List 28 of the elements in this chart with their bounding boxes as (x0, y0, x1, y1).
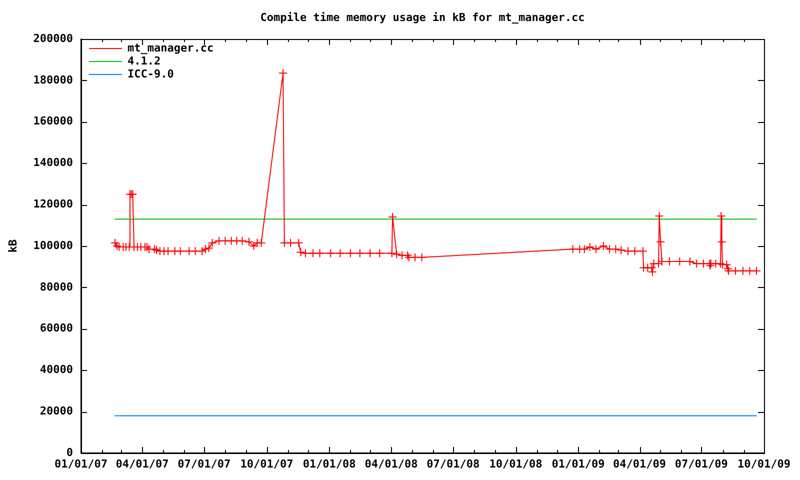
x-tick-label: 10/01/09 (738, 457, 790, 470)
x-tick-label: 07/01/09 (674, 457, 728, 470)
x-tick-label: 07/01/08 (426, 457, 480, 470)
x-tick-label: 04/01/07 (116, 457, 169, 470)
x-tick-label: 10/01/08 (489, 457, 542, 470)
x-tick-label: 07/01/07 (178, 457, 231, 470)
y-tick-label: 200000 (33, 32, 73, 45)
y-tick-label: 120000 (33, 197, 73, 210)
y-tick-label: 40000 (40, 363, 73, 376)
y-tick-label: 140000 (33, 156, 73, 170)
y-tick-label: 20000 (40, 404, 73, 418)
y-tick-label: 0 (66, 446, 73, 459)
y-tick-label: 60000 (40, 322, 73, 335)
y-tick-label: 180000 (33, 73, 73, 86)
x-tick-label: 04/01/08 (364, 457, 418, 470)
y-tick-label: 160000 (33, 114, 73, 128)
x-tick-label: 01/01/07 (54, 457, 108, 470)
legend-label: 4.1.2 (128, 54, 161, 68)
chart-title: Compile time memory usage in kB for mt_manager.cc (260, 10, 585, 24)
legend-label: mt_manager.cc (128, 41, 214, 54)
y-tick-label: 100000 (33, 238, 73, 252)
y-tick-label: 80000 (40, 280, 73, 294)
legend-label: ICC-9.0 (128, 67, 174, 80)
y-axis-title: kB (6, 239, 20, 253)
x-tick-label: 10/01/07 (240, 457, 294, 470)
x-tick-label: 01/01/08 (302, 457, 356, 470)
x-tick-label: 04/01/09 (613, 457, 666, 470)
x-tick-label: 01/01/09 (552, 457, 605, 470)
